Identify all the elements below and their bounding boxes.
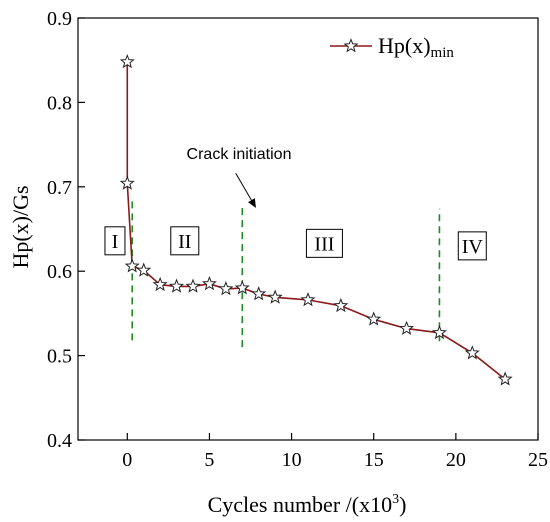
stage-box xyxy=(104,226,126,256)
legend-star-icon xyxy=(343,38,359,53)
x-tick-label: 5 xyxy=(204,449,214,471)
stage-box xyxy=(457,231,487,261)
stage-label-text: II xyxy=(178,231,191,253)
stage-label-box: IV xyxy=(457,231,487,261)
data-point-star xyxy=(300,292,316,307)
stage-label-box: I xyxy=(104,226,126,256)
stage-label-text: III xyxy=(314,233,334,255)
x-tick-label: 10 xyxy=(282,449,302,471)
data-point-star xyxy=(136,262,152,277)
crack-initiation-arrow xyxy=(235,173,256,208)
stage-box xyxy=(305,228,343,258)
series-line xyxy=(126,61,506,380)
annotation: Crack initiation xyxy=(187,146,292,208)
plot-frame xyxy=(77,17,539,441)
data-point-star xyxy=(399,320,415,335)
x-tick-label: 0 xyxy=(122,449,132,471)
y-tick-label: 0.9 xyxy=(47,8,72,30)
legend-label-sub: min xyxy=(431,45,455,61)
y-tick-label: 0.7 xyxy=(47,177,72,199)
y-tick-label: 0.6 xyxy=(47,261,72,283)
data-point-star xyxy=(152,276,168,292)
data-point-star xyxy=(201,275,217,291)
stage-label-box: III xyxy=(305,228,343,258)
x-axis-title-sup: 3 xyxy=(392,492,399,507)
stage-label-text: I xyxy=(112,231,119,253)
data-point-star xyxy=(124,258,140,273)
series xyxy=(119,54,513,386)
y-tick-label: 0.4 xyxy=(47,430,72,452)
stage-boundaries xyxy=(131,200,441,348)
x-tick-label: 25 xyxy=(528,449,548,471)
data-point-star xyxy=(119,175,135,190)
data-point-star xyxy=(185,278,201,293)
y-axis-title: Hp(x)/Gs xyxy=(8,185,33,268)
y-tick-label: 0.8 xyxy=(47,92,72,114)
x-tick-label: 20 xyxy=(446,449,466,471)
data-point-star xyxy=(218,281,234,296)
data-point-star xyxy=(464,345,480,360)
axis-titles: Cycles number /(x103) Hp(x)/Gs xyxy=(8,185,406,517)
x-tick-label: 15 xyxy=(364,449,384,471)
y-tick-label: 0.5 xyxy=(47,346,72,368)
stage-labels: I II III IV xyxy=(104,226,487,261)
data-point-star xyxy=(497,371,513,386)
data-point-star xyxy=(234,280,250,295)
stage-label-box: II xyxy=(170,226,200,256)
legend: Hp(x)min xyxy=(330,33,454,61)
crack-initiation-label: Crack initiation xyxy=(187,146,292,163)
data-point-star xyxy=(333,297,349,313)
stage-label-text: IV xyxy=(462,236,484,258)
x-axis-title-close: ) xyxy=(399,492,406,517)
axes: 0 5 10 15 20 25 0.4 0.5 0.6 0.7 0.8 0.9 xyxy=(47,8,548,471)
x-axis-title-text: Cycles number /(x10 xyxy=(208,492,393,517)
data-point-star xyxy=(431,324,447,340)
legend-label: Hp(x)min xyxy=(378,33,454,61)
stage-box xyxy=(170,226,200,256)
data-point-star xyxy=(251,286,267,301)
data-point-star xyxy=(366,311,382,326)
data-point-star xyxy=(119,54,135,69)
data-point-star xyxy=(267,289,283,304)
x-axis-title: Cycles number /(x103) xyxy=(208,492,407,517)
legend-label-main: Hp(x) xyxy=(378,33,431,58)
data-point-star xyxy=(169,278,185,293)
